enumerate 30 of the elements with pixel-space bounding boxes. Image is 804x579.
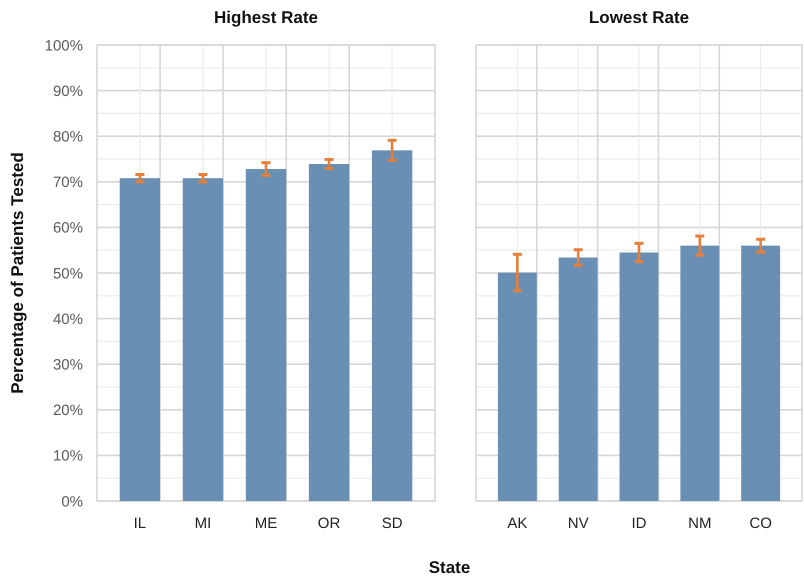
bar bbox=[498, 272, 537, 501]
y-tick-label: 90% bbox=[52, 82, 83, 100]
x-tick-label: OR bbox=[318, 515, 340, 532]
y-tick-label: 60% bbox=[52, 220, 83, 237]
y-tick-label: 70% bbox=[52, 174, 83, 192]
y-tick-label: 30% bbox=[52, 356, 83, 374]
y-tick-label: 10% bbox=[52, 448, 83, 465]
y-tick-label: 40% bbox=[52, 310, 83, 328]
x-axis-title: State bbox=[428, 558, 470, 577]
bar bbox=[741, 246, 780, 501]
x-tick-label: IL bbox=[134, 515, 146, 532]
x-tick-label: SD bbox=[382, 515, 403, 532]
x-tick-label: NV bbox=[568, 515, 589, 532]
x-tick-label: ME bbox=[254, 515, 278, 532]
bar bbox=[620, 252, 658, 501]
chart-title: Highest Rate bbox=[214, 8, 318, 27]
y-tick-label: 50% bbox=[52, 265, 83, 282]
y-tick-label: 100% bbox=[44, 37, 83, 54]
chart-title: Lowest Rate bbox=[588, 8, 690, 27]
x-tick-label: MI bbox=[194, 515, 212, 532]
x-tick-label: NM bbox=[688, 515, 712, 532]
y-tick-label: 80% bbox=[52, 128, 83, 146]
x-tick-label: AK bbox=[507, 515, 528, 532]
bar bbox=[680, 246, 720, 501]
y-axis-title: Percentage of Patients Tested bbox=[8, 152, 27, 394]
y-tick-label: 0% bbox=[61, 493, 83, 510]
y-tick-label: 20% bbox=[52, 402, 83, 420]
x-tick-label: CO bbox=[749, 515, 772, 532]
bar bbox=[558, 257, 598, 501]
x-tick-label: ID bbox=[632, 515, 647, 532]
